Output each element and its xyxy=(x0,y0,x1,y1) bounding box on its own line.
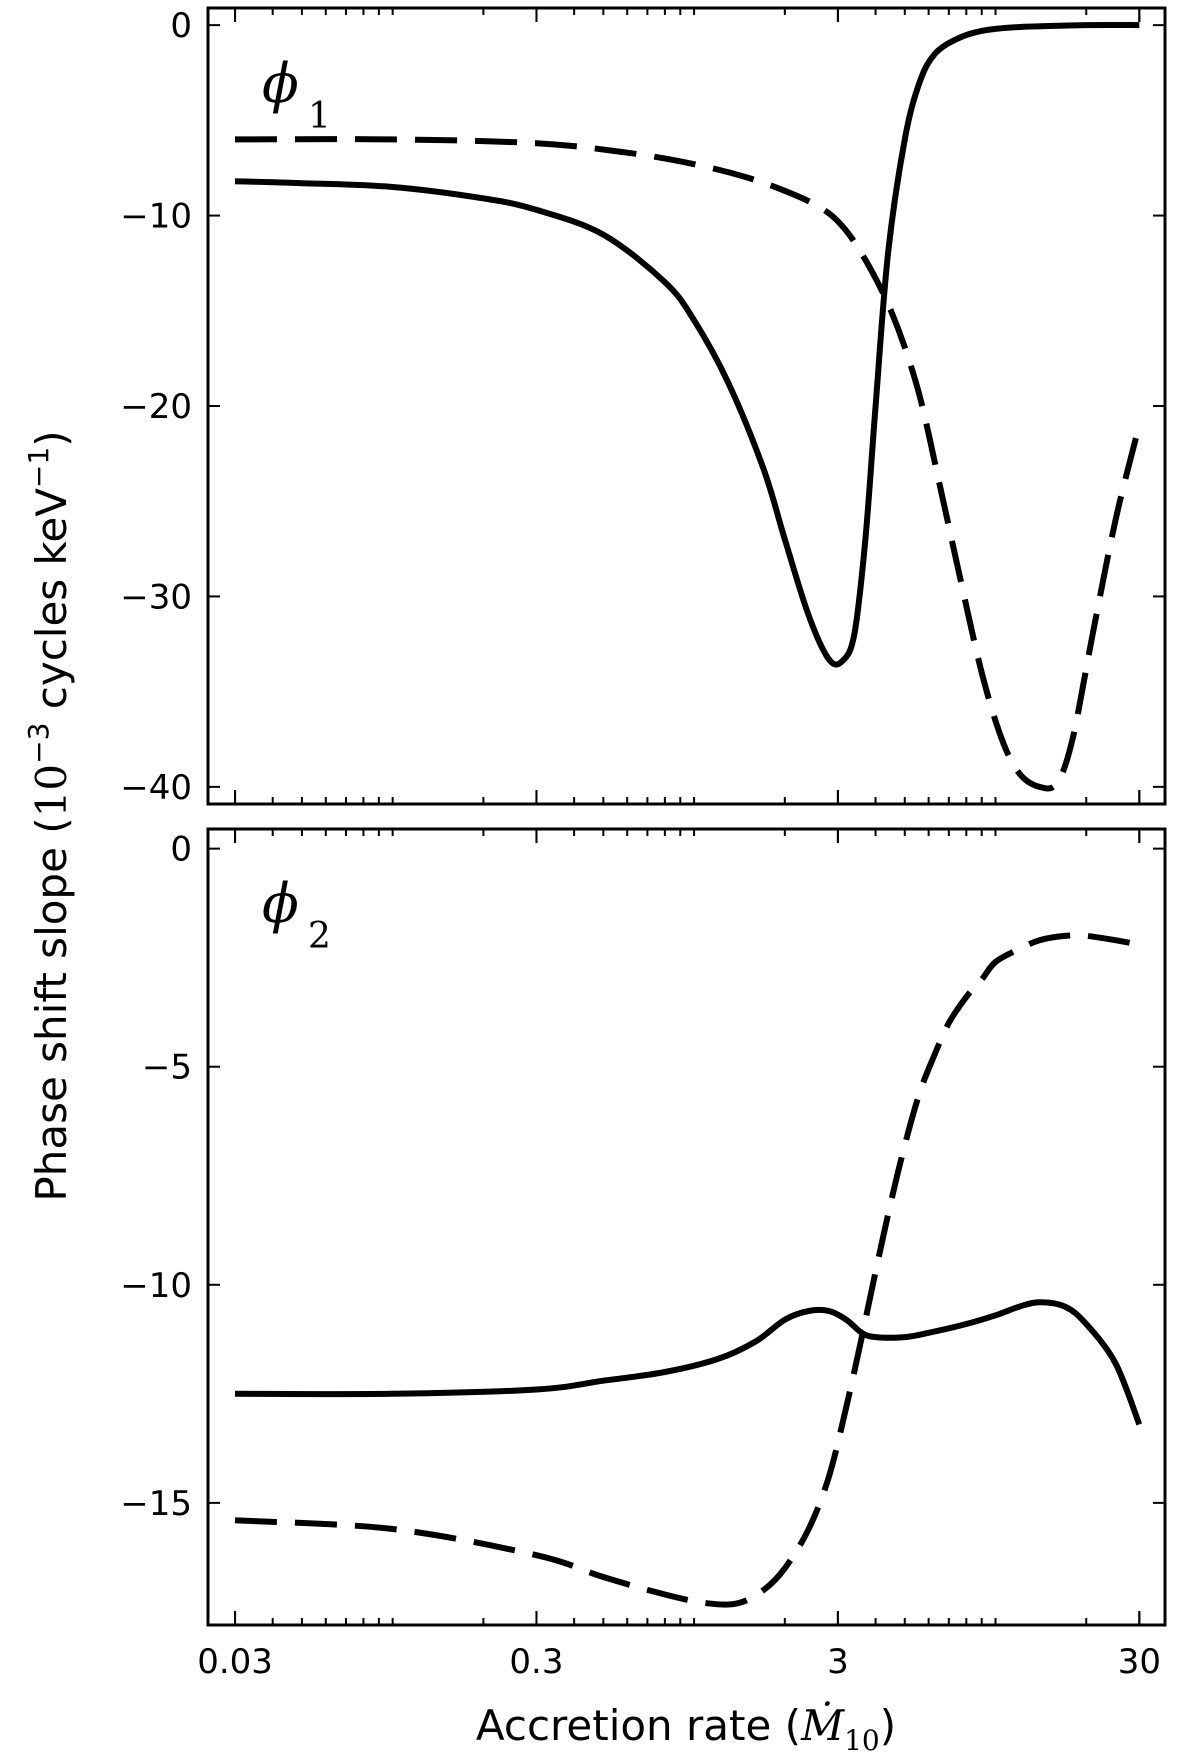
panel-2-y-axis: 0 −5 −10 −15 xyxy=(120,830,1165,1524)
y-axis-label-close: ) xyxy=(27,430,76,446)
panel-1-x-axis xyxy=(234,8,1141,804)
y-tick-label: −15 xyxy=(120,1484,192,1524)
panel-phi-1: 0 −10 −20 −30 −40 ϕ 1 xyxy=(120,6,1167,808)
x-axis-label-subscript: 10 xyxy=(844,1724,880,1757)
y-tick-label: 0 xyxy=(170,830,192,870)
x-tick-label: 0.3 xyxy=(509,1642,563,1682)
x-tick-label: 30 xyxy=(1118,1642,1161,1682)
x-tick-label: 3 xyxy=(827,1642,849,1682)
panel-phi-2: 0 −5 −10 −15 0.03 0.3 3 30 ϕ 2 xyxy=(120,827,1167,1682)
x-axis-label: Accretion rate (Ṁ10) xyxy=(476,1700,896,1757)
y-tick-label: 0 xyxy=(170,6,192,46)
y-axis-label-units: cycles keV xyxy=(27,488,76,723)
y-axis-label-units-exp: −1 xyxy=(22,447,55,488)
panel-1-y-axis: 0 −10 −20 −30 −40 xyxy=(120,6,1165,808)
x-tick-label: 0.03 xyxy=(197,1642,273,1682)
panel-2-frame xyxy=(206,827,1167,1627)
panel-2-x-axis: 0.03 0.3 3 30 xyxy=(197,829,1161,1682)
y-axis-label-power-base: 10 xyxy=(27,764,76,817)
y-tick-label: −20 xyxy=(120,387,192,427)
x-axis-label-text: Accretion rate ( xyxy=(476,1701,801,1750)
panel-1-series xyxy=(234,21,1143,792)
panel-1-label-subscript: 1 xyxy=(308,96,331,137)
series-line-dashed xyxy=(234,932,1140,1608)
y-tick-label: −5 xyxy=(142,1048,192,1088)
y-axis-label: Phase shift slope (10−3 cycles keV−1) xyxy=(22,430,76,1201)
y-tick-label: −40 xyxy=(120,768,192,808)
panel-2-label-subscript: 2 xyxy=(308,916,331,957)
panel-1-label: ϕ xyxy=(262,52,299,115)
y-axis-label-text: Phase shift slope ( xyxy=(27,817,76,1201)
y-tick-label: −10 xyxy=(120,197,192,237)
y-tick-label: −30 xyxy=(120,577,192,617)
series-line-solid xyxy=(234,21,1140,668)
x-axis-label-close: ) xyxy=(880,1701,896,1750)
x-axis-label-symbol: Ṁ xyxy=(800,1700,845,1750)
series-line-dashed xyxy=(234,136,1143,792)
panel-2-series xyxy=(234,932,1143,1608)
series-line-solid xyxy=(234,1299,1143,1426)
y-tick-label: −10 xyxy=(120,1266,192,1306)
panel-2-label: ϕ xyxy=(262,872,299,935)
panel-1-frame xyxy=(206,6,1167,806)
y-axis-label-power-exp: −3 xyxy=(22,723,55,764)
